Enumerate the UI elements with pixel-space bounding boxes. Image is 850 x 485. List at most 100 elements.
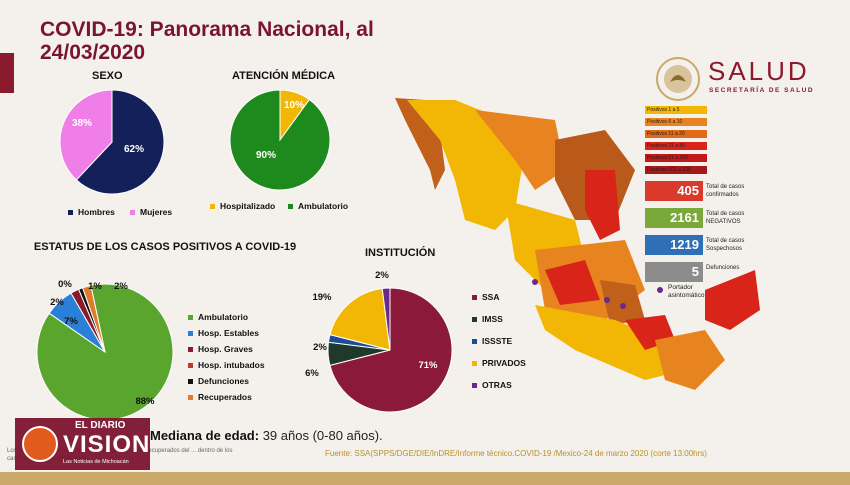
- legend-label: Hospitalizado: [220, 201, 276, 211]
- pie-slice: [82, 284, 106, 353]
- logo-subtitle: SECRETARÍA DE SALUD: [709, 87, 815, 94]
- legend-swatch: [472, 383, 477, 389]
- stat-value: 405: [677, 183, 699, 198]
- legend-swatch: [472, 339, 477, 345]
- institucion-pie-chart: 71% 6% 2% 19% 2%: [305, 270, 453, 413]
- estatus-pie-chart: 88%7%2%0% 1% 2%: [36, 279, 174, 421]
- atencion-title: ATENCIÓN MÉDICA: [232, 70, 336, 82]
- institucion-title: INSTITUCIÓN: [365, 247, 436, 259]
- legend-swatch: [188, 363, 193, 369]
- legend-label: Ambulatorio: [198, 312, 249, 322]
- watermark-sub: Las Noticias de Michoacán: [63, 459, 129, 465]
- legend-swatch: [472, 317, 477, 323]
- legend-item: Recuperados: [188, 392, 252, 402]
- stat-label: Total de casos NEGATIVOS: [706, 211, 745, 225]
- legend-swatch: [288, 204, 293, 210]
- portador-label: Portador asintomático: [668, 284, 705, 299]
- legend-label: Hosp. Graves: [198, 344, 253, 354]
- legend-label: ISSSTE: [482, 336, 513, 346]
- stat-box: 405: [645, 181, 703, 201]
- source-note: Fuente: SSA(SPPS/DGE/DIE/InDRE/Informe t…: [325, 449, 707, 458]
- legend-label: PRIVADOS: [482, 358, 526, 368]
- mexico-map: [395, 98, 760, 390]
- footer-bar: [0, 472, 850, 485]
- legend-label: SSA: [482, 292, 500, 302]
- legend-swatch: [210, 204, 215, 210]
- stat-box: 1219: [645, 235, 703, 255]
- map-scale-item: Positivos 1 a 5: [645, 106, 707, 114]
- legend-item: Ambulatorio: [188, 312, 248, 322]
- legend-label: Ambulatorio: [298, 201, 349, 211]
- pie-slice: [59, 89, 113, 181]
- legend-item: Hospitalizado: [210, 201, 275, 211]
- pie-slice: [381, 287, 391, 351]
- stat-box: 5: [645, 262, 703, 282]
- page-title: COVID-19: Panorama Nacional, al 24/03/20…: [40, 18, 374, 64]
- legend-swatch: [188, 395, 193, 401]
- legend-swatch: [188, 379, 193, 385]
- legend-item: Hombres: [68, 207, 115, 217]
- pie-label: 2%: [375, 270, 389, 281]
- pie-slice: [329, 287, 391, 351]
- sexo-pie-chart: 62% 38%: [59, 89, 165, 195]
- stat-value: 1219: [670, 237, 699, 252]
- legend-swatch: [188, 347, 193, 353]
- mediana-edad: Mediana de edad: 39 años (0-80 años).: [150, 428, 383, 443]
- legend-label: Hosp. intubados: [198, 360, 265, 370]
- stat-label: Defunciones: [706, 265, 740, 271]
- atencion-pie-chart: 10% 90%: [229, 89, 331, 191]
- watermark-top: EL DIARIO: [75, 420, 126, 431]
- legend-label: Mujeres: [140, 207, 173, 217]
- eagle-seal-icon: [656, 57, 700, 101]
- estatus-title: ESTATUS DE LOS CASOS POSITIVOS A COVID-1…: [33, 241, 297, 253]
- pie-label: 90%: [256, 150, 276, 161]
- legend-label: Defunciones: [198, 376, 250, 386]
- pie-label: 2%: [50, 297, 64, 308]
- mediana-label: Mediana de edad:: [150, 428, 260, 443]
- legend-item: SSA: [472, 292, 499, 302]
- legend-label: Hombres: [78, 207, 115, 217]
- pie-label: 0%: [58, 279, 72, 290]
- pie-label: 38%: [72, 118, 92, 129]
- pie-label: 62%: [124, 144, 144, 155]
- sexo-title: SEXO: [92, 70, 123, 82]
- portador-dot-icon: [657, 287, 663, 293]
- legend-swatch: [130, 210, 135, 216]
- legend-item: OTRAS: [472, 380, 512, 390]
- pie-slice: [229, 89, 331, 191]
- legend-item: Hosp. Estables: [188, 328, 259, 338]
- legend-swatch: [68, 210, 73, 216]
- pie-label: 2%: [313, 342, 327, 353]
- stat-value: 2161: [670, 210, 699, 225]
- stat-label: Total de casos confirmados: [706, 184, 745, 198]
- logo-name: SALUD: [708, 56, 810, 86]
- map-scale-item: Positivos 6 a 10: [645, 118, 707, 126]
- map-scale-item: Positivos 11 a 20: [645, 130, 707, 138]
- stat-label: Total de casos Sospechosos: [706, 238, 745, 252]
- legend-label: OTRAS: [482, 380, 512, 390]
- legend-item: Mujeres: [130, 207, 172, 217]
- legend-label: Hosp. Estables: [198, 328, 259, 338]
- legend-swatch: [188, 331, 193, 337]
- pie-slice: [329, 287, 453, 413]
- legend-item: PRIVADOS: [472, 358, 526, 368]
- mediana-value: 39 años (0-80 años).: [262, 428, 383, 443]
- pie-label: 71%: [418, 360, 438, 371]
- pie-label: 88%: [135, 396, 155, 407]
- pie-label: 1%: [88, 281, 102, 292]
- legend-item: Hosp. intubados: [188, 360, 265, 370]
- legend-item: IMSS: [472, 314, 503, 324]
- stat-box: 2161: [645, 208, 703, 228]
- map-scale-item: Positivos 101 a 200: [645, 166, 707, 174]
- pie-slice: [36, 283, 174, 421]
- legend-item: Ambulatorio: [288, 201, 348, 211]
- legend-item: Hosp. Graves: [188, 344, 253, 354]
- pie-label: 10%: [284, 100, 304, 111]
- legend-label: Recuperados: [198, 392, 252, 402]
- legend-item: ISSSTE: [472, 336, 512, 346]
- pie-label: 6%: [305, 368, 319, 379]
- legend-swatch: [472, 361, 477, 367]
- pie-label: 7%: [64, 316, 78, 327]
- pie-label: 19%: [312, 292, 332, 303]
